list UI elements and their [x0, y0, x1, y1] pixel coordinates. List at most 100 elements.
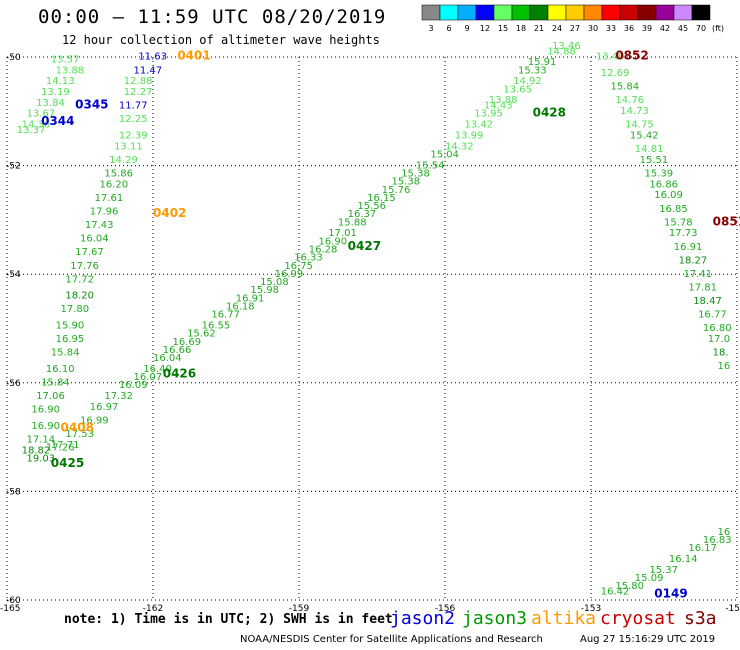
wave-height-label: 16.04 [153, 353, 182, 364]
wave-height-label: 19.03 [26, 454, 55, 465]
satellite-jason3: jason3 [462, 608, 528, 629]
axis-ticks: -50 -52 -54 -56 -58 -60-165 -162 -159 -156 -153 -1… [0, 53, 740, 614]
wave-height-label: 16.75 [284, 261, 313, 272]
wave-height-label: 17.61 [95, 193, 124, 204]
colorbar-unit: (ft) [712, 24, 724, 33]
wave-height-label: 16.37 [348, 209, 377, 220]
wave-height-label: 11.63 [138, 52, 167, 63]
wave-height-label: 16.09 [119, 380, 148, 391]
wave-height-label: 17.14 [26, 435, 55, 446]
pass-time-label: 0851 [713, 214, 740, 228]
wave-height-label: 16.55 [202, 321, 231, 332]
wave-height-label: 15.38 [401, 168, 430, 179]
wave-height-label: 16.90 [31, 405, 60, 416]
y-tick-label: -60 [6, 596, 21, 606]
wave-height-label: 16.83 [703, 535, 732, 546]
wave-height-label: 12.25 [119, 114, 148, 125]
wave-height-label: 15.39 [645, 168, 674, 179]
colorbar-swatch [547, 4, 567, 21]
wave-height-label: 15.88 [338, 217, 367, 228]
chart-subtitle: 12 hour collection of altimeter wave hei… [62, 33, 380, 47]
wave-height-label: 14.81 [635, 144, 664, 155]
colorbar-swatch [457, 4, 477, 21]
wave-height-label: 16.95 [56, 334, 85, 345]
wave-height-label: 18.47 [693, 296, 722, 307]
y-tick-label: -52 [6, 162, 21, 172]
colorbar-swatch [601, 4, 621, 21]
satellite-jason2: jason2 [390, 608, 456, 629]
colorbar-swatch [511, 4, 531, 21]
wave-height-label: 17.96 [90, 206, 119, 217]
satellite-altika: altika [531, 608, 597, 629]
wave-height-points: 13.5713.8814.1313.1913.8413.6714.3613.37… [17, 41, 732, 598]
wave-height-label: 13.65 [503, 84, 532, 95]
wave-height-label: 16.85 [659, 204, 688, 215]
wave-height-label: 12.27 [124, 87, 153, 98]
chart-title: 00:00 – 11:59 UTC 08/20/2019 [38, 6, 387, 28]
colorbar-label: 39 [642, 24, 652, 33]
colorbar-swatch [655, 4, 675, 21]
x-tick-label: -15 [725, 604, 740, 614]
pass-time-label: 0149 [654, 586, 687, 600]
wave-height-label: 15.84 [51, 348, 80, 359]
wave-height-label: 14.76 [615, 95, 644, 106]
wave-height-label: 13.84 [36, 98, 65, 109]
wave-height-label: 16.66 [163, 345, 192, 356]
colorbar-label: 45 [678, 24, 688, 33]
colorbar-label: 15 [498, 24, 508, 33]
colorbar-swatch [493, 4, 513, 21]
wave-height-label: 14.88 [547, 46, 576, 57]
wave-height-label: 15.33 [518, 65, 547, 76]
wave-height-label: 16 [718, 361, 731, 372]
pass-time-label: 0345 [75, 98, 108, 112]
wave-height-label: 15.04 [430, 149, 459, 160]
wave-height-label: 15.09 [635, 573, 664, 584]
colorbar-swatch [673, 4, 693, 21]
colorbar-label: 21 [534, 24, 544, 33]
colorbar-label: 6 [446, 24, 451, 33]
colorbar-label: 33 [606, 24, 616, 33]
grid-lines [6, 56, 738, 601]
wave-height-label: 17.0 [708, 334, 730, 345]
wave-height-label: 18.27 [679, 255, 708, 266]
wave-height-label: 12.88 [124, 76, 153, 87]
wave-height-label: 14.13 [46, 76, 75, 87]
wave-height-label: 15.90 [56, 321, 85, 332]
wave-height-label: 13.11 [114, 141, 143, 152]
timestamp-text: Aug 27 15:16:29 UTC 2019 [580, 634, 716, 645]
colorbar-label: 3 [428, 24, 433, 33]
colorbar-label: 9 [464, 24, 469, 33]
wave-height-label: 16.33 [294, 253, 323, 264]
x-tick-label: -153 [581, 604, 601, 614]
pass-time-label: 0428 [533, 106, 566, 120]
wave-height-label: 17.80 [61, 304, 90, 315]
wave-height-label: 16.42 [601, 587, 630, 598]
wave-height-label: 16.17 [688, 543, 717, 554]
colorbar-swatch [529, 4, 549, 21]
y-tick-label: -56 [6, 379, 21, 389]
wave-height-label: 15.54 [416, 160, 445, 171]
wave-height-label: 11.77 [119, 101, 148, 112]
footer-note: note: 1) Time is in UTC; 2) SWH is in fe… [64, 612, 393, 627]
colorbar-swatch [565, 4, 585, 21]
x-tick-label: -165 [0, 604, 20, 614]
wave-height-label: 14.73 [620, 106, 649, 117]
wave-height-label: 14.29 [109, 155, 138, 166]
colorbar-swatch [439, 4, 459, 21]
colorbar-swatch [619, 4, 639, 21]
colorbar-swatch [475, 4, 495, 21]
pass-time-label: 0402 [153, 206, 186, 220]
wave-height-label: 15.51 [640, 155, 669, 166]
wave-height-label: 17.26 [46, 443, 75, 454]
wave-height-label: 16.40 [143, 364, 172, 375]
colorbar-label: 42 [660, 24, 670, 33]
wave-height-label: 17.43 [85, 220, 114, 231]
wave-height-label: 15.98 [250, 285, 279, 296]
x-tick-label: -156 [435, 604, 456, 614]
wave-height-label: 16.91 [674, 242, 703, 253]
colorbar-label: 12 [480, 24, 490, 33]
wave-height-label: 13.88 [56, 65, 85, 76]
wave-height-label: 14.43 [484, 101, 513, 112]
color-legend: 3 6 9 12 15 18 21 24 27 30 33 36 39 42 45 70 (ft) [421, 4, 724, 33]
